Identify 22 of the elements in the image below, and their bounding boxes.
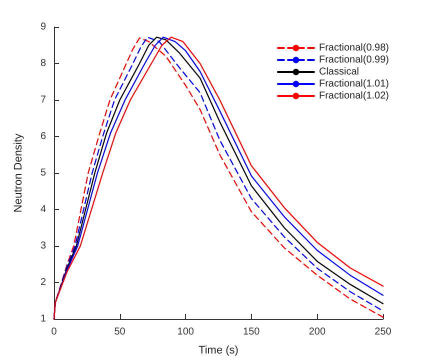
x-tick-label: 0 — [51, 326, 58, 338]
y-tick-label: 7 — [40, 94, 46, 106]
y-tick-label: 1 — [40, 314, 46, 324]
legend-label: Fractional(0.99) — [318, 54, 389, 66]
y-tick-label: 3 — [40, 240, 46, 252]
y-tick-label: 9 — [40, 22, 46, 32]
y-tick-label: 4 — [40, 204, 46, 215]
x-tick-label: 150 — [243, 326, 260, 338]
legend-label: Fractional(1.02) — [318, 90, 389, 102]
y-tick-label: 2 — [40, 277, 46, 288]
y-tick-label: 6 — [40, 131, 46, 142]
x-tick-label: 250 — [374, 326, 392, 338]
x-axis-title: Time (s) — [198, 344, 238, 356]
legend-label: Fractional(0.98) — [318, 42, 389, 54]
x-tick-label: 50 — [114, 326, 126, 338]
x-tick-label: 200 — [308, 326, 326, 338]
legend-label: Fractional(1.01) — [318, 78, 389, 90]
legend-label: Classical — [318, 66, 359, 78]
x-tick-label: 100 — [177, 326, 194, 338]
y-tick-label: 5 — [40, 168, 46, 178]
y-tick-label: 8 — [40, 58, 46, 69]
y-axis-title: Neutron Density — [12, 133, 24, 212]
